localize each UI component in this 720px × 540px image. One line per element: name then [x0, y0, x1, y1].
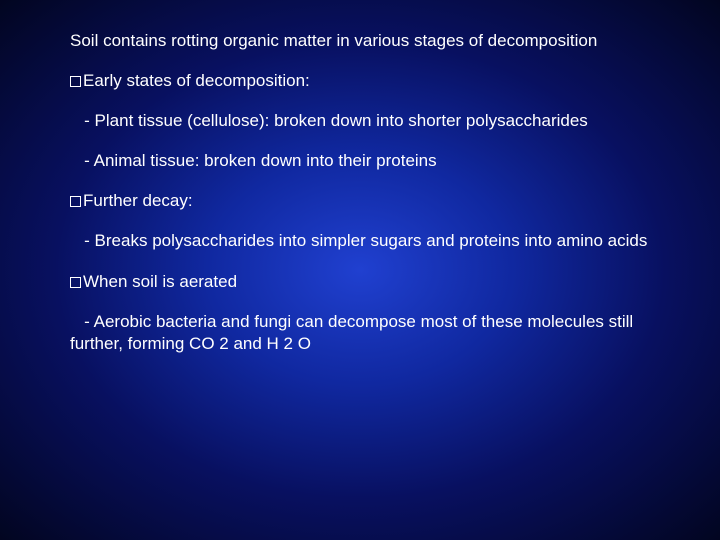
sub-breaks-poly: - Breaks polysaccharides into simpler su… [70, 230, 660, 252]
sub-text-inner: - Animal tissue: broken down into their … [84, 151, 436, 170]
sub-plant-tissue: - Plant tissue (cellulose): broken down … [70, 110, 660, 132]
heading-soil-aerated: When soil is aerated [70, 271, 660, 293]
heading-text: Early states of decomposition: [83, 71, 310, 90]
intro-text: Soil contains rotting organic matter in … [70, 31, 597, 50]
sub-text-inner: - Aerobic bacteria and fungi can decompo… [70, 312, 633, 353]
sub-text-inner: - Plant tissue (cellulose): broken down … [84, 111, 588, 130]
sub-text: - Aerobic bacteria and fungi can decompo… [70, 312, 633, 353]
heading-text: Further decay: [83, 191, 193, 210]
intro-paragraph: Soil contains rotting organic matter in … [70, 30, 660, 52]
sub-text-inner: - Breaks polysaccharides into simpler su… [84, 231, 647, 250]
square-bullet-icon [70, 76, 81, 87]
slide-content: Soil contains rotting organic matter in … [70, 30, 660, 355]
sub-animal-tissue: - Animal tissue: broken down into their … [70, 150, 660, 172]
sub-text: - Plant tissue (cellulose): broken down … [70, 111, 588, 130]
heading-early-states: Early states of decomposition: [70, 70, 660, 92]
square-bullet-icon [70, 277, 81, 288]
heading-further-decay: Further decay: [70, 190, 660, 212]
sub-text: - Breaks polysaccharides into simpler su… [70, 231, 647, 250]
sub-aerobic-bacteria: - Aerobic bacteria and fungi can decompo… [70, 311, 660, 355]
square-bullet-icon [70, 196, 81, 207]
heading-text: When soil is aerated [83, 272, 237, 291]
slide-container: Soil contains rotting organic matter in … [0, 0, 720, 540]
sub-text: - Animal tissue: broken down into their … [70, 151, 437, 170]
